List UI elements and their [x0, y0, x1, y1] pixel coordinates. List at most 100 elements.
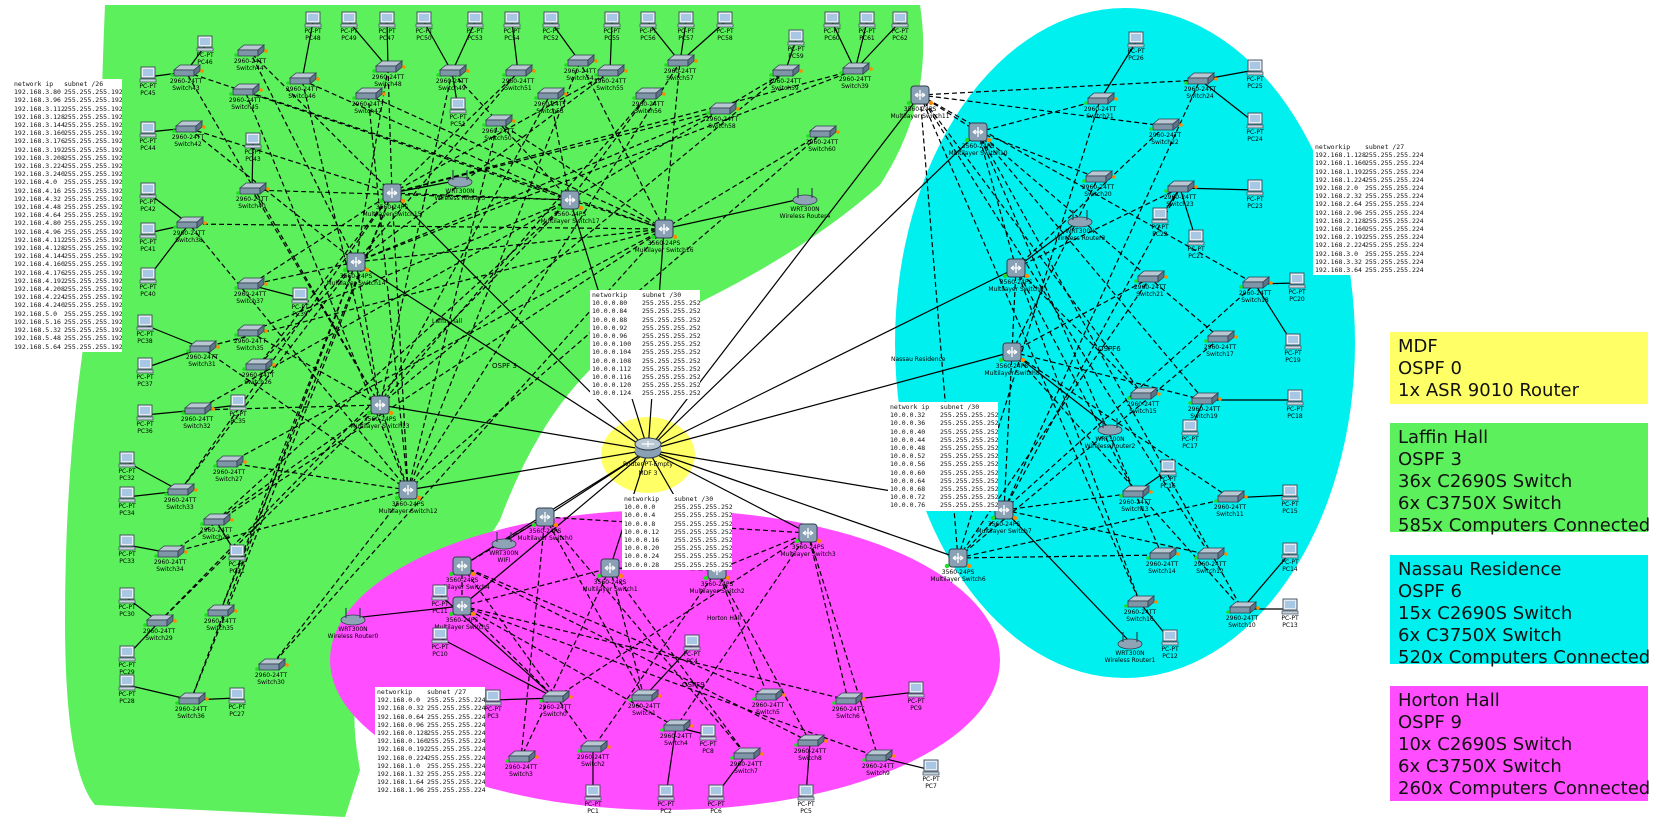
multilayer-switch[interactable]	[394, 480, 422, 501]
switch[interactable]	[242, 358, 276, 371]
pc-icon[interactable]	[118, 674, 136, 691]
switch[interactable]	[234, 277, 268, 290]
switch[interactable]	[730, 747, 764, 760]
multilayer-switch[interactable]	[998, 342, 1026, 363]
multilayer-switch[interactable]	[596, 558, 624, 579]
multilayer-switch[interactable]	[378, 183, 406, 204]
switch[interactable]	[1188, 392, 1222, 405]
switch[interactable]	[234, 324, 268, 337]
switch[interactable]	[204, 604, 238, 617]
switch[interactable]	[664, 54, 698, 67]
switch[interactable]	[539, 690, 573, 703]
pc-icon[interactable]	[1187, 229, 1205, 246]
pc-icon[interactable]	[415, 11, 433, 28]
pc-icon[interactable]	[136, 357, 154, 374]
pc-icon[interactable]	[196, 35, 214, 52]
pc-icon[interactable]	[922, 759, 940, 776]
switch[interactable]	[862, 749, 896, 762]
pc-icon[interactable]	[431, 584, 449, 601]
wireless-router-icon[interactable]	[1067, 210, 1093, 228]
pc-icon[interactable]	[136, 404, 154, 421]
pc-icon[interactable]	[139, 182, 157, 199]
pc-icon[interactable]	[707, 784, 725, 801]
switch[interactable]	[372, 60, 406, 73]
pc-icon[interactable]	[1281, 542, 1299, 559]
switch[interactable]	[482, 114, 516, 127]
switch[interactable]	[181, 402, 215, 415]
pc-icon[interactable]	[716, 11, 734, 28]
switch[interactable]	[255, 658, 289, 671]
multilayer-switch[interactable]	[1002, 258, 1030, 279]
pc-icon[interactable]	[891, 11, 909, 28]
wireless-router-icon[interactable]	[792, 188, 818, 206]
pc-icon[interactable]	[449, 97, 467, 114]
pc-icon[interactable]	[657, 784, 675, 801]
switch[interactable]	[164, 483, 198, 496]
pc-icon[interactable]	[1281, 598, 1299, 615]
pc-icon[interactable]	[797, 784, 815, 801]
core-router-icon[interactable]	[634, 437, 662, 459]
multilayer-switch[interactable]	[906, 85, 934, 106]
switch[interactable]	[1124, 595, 1158, 608]
wireless-router-icon[interactable]	[340, 608, 366, 626]
multilayer-switch[interactable]	[448, 596, 476, 617]
switch[interactable]	[1149, 118, 1183, 131]
pc-icon[interactable]	[1127, 31, 1145, 48]
pc-icon[interactable]	[1151, 207, 1169, 224]
pc-icon[interactable]	[1246, 112, 1264, 129]
switch[interactable]	[1127, 387, 1161, 400]
pc-icon[interactable]	[787, 29, 805, 46]
pc-icon[interactable]	[466, 11, 484, 28]
multilayer-switch[interactable]	[448, 556, 476, 577]
switch[interactable]	[1184, 72, 1218, 85]
pc-icon[interactable]	[139, 121, 157, 138]
switch[interactable]	[832, 692, 866, 705]
pc-icon[interactable]	[118, 486, 136, 503]
switch[interactable]	[172, 120, 206, 133]
switch[interactable]	[1239, 276, 1273, 289]
switch[interactable]	[1134, 270, 1168, 283]
pc-icon[interactable]	[340, 11, 358, 28]
switch[interactable]	[534, 87, 568, 100]
pc-icon[interactable]	[1159, 459, 1177, 476]
pc-icon[interactable]	[1246, 179, 1264, 196]
pc-icon[interactable]	[542, 11, 560, 28]
pc-icon[interactable]	[683, 634, 701, 651]
wireless-router-icon[interactable]	[447, 170, 473, 188]
switch[interactable]	[170, 64, 204, 77]
switch[interactable]	[352, 87, 386, 100]
pc-icon[interactable]	[1284, 333, 1302, 350]
switch[interactable]	[213, 455, 247, 468]
switch[interactable]	[839, 62, 873, 75]
pc-icon[interactable]	[603, 11, 621, 28]
pc-icon[interactable]	[228, 687, 246, 704]
pc-icon[interactable]	[1181, 419, 1199, 436]
pc-icon[interactable]	[1286, 389, 1304, 406]
multilayer-switch[interactable]	[556, 190, 584, 211]
switch[interactable]	[1194, 547, 1228, 560]
switch[interactable]	[186, 340, 220, 353]
pc-icon[interactable]	[503, 11, 521, 28]
switch[interactable]	[143, 614, 177, 627]
pc-icon[interactable]	[823, 11, 841, 28]
pc-icon[interactable]	[699, 724, 717, 741]
switch[interactable]	[286, 72, 320, 85]
pc-icon[interactable]	[139, 222, 157, 239]
switch[interactable]	[1214, 490, 1248, 503]
switch[interactable]	[752, 688, 786, 701]
switch[interactable]	[632, 87, 666, 100]
switch[interactable]	[175, 692, 209, 705]
pc-icon[interactable]	[1281, 484, 1299, 501]
pc-icon[interactable]	[118, 451, 136, 468]
switch[interactable]	[577, 740, 611, 753]
switch[interactable]	[229, 83, 263, 96]
pc-icon[interactable]	[139, 66, 157, 83]
multilayer-switch[interactable]	[366, 395, 394, 416]
switch[interactable]	[1146, 547, 1180, 560]
pc-icon[interactable]	[244, 132, 262, 149]
multilayer-switch[interactable]	[342, 252, 370, 273]
multilayer-switch[interactable]	[794, 523, 822, 544]
switch[interactable]	[1204, 330, 1238, 343]
switch[interactable]	[594, 64, 628, 77]
switch[interactable]	[200, 513, 234, 526]
